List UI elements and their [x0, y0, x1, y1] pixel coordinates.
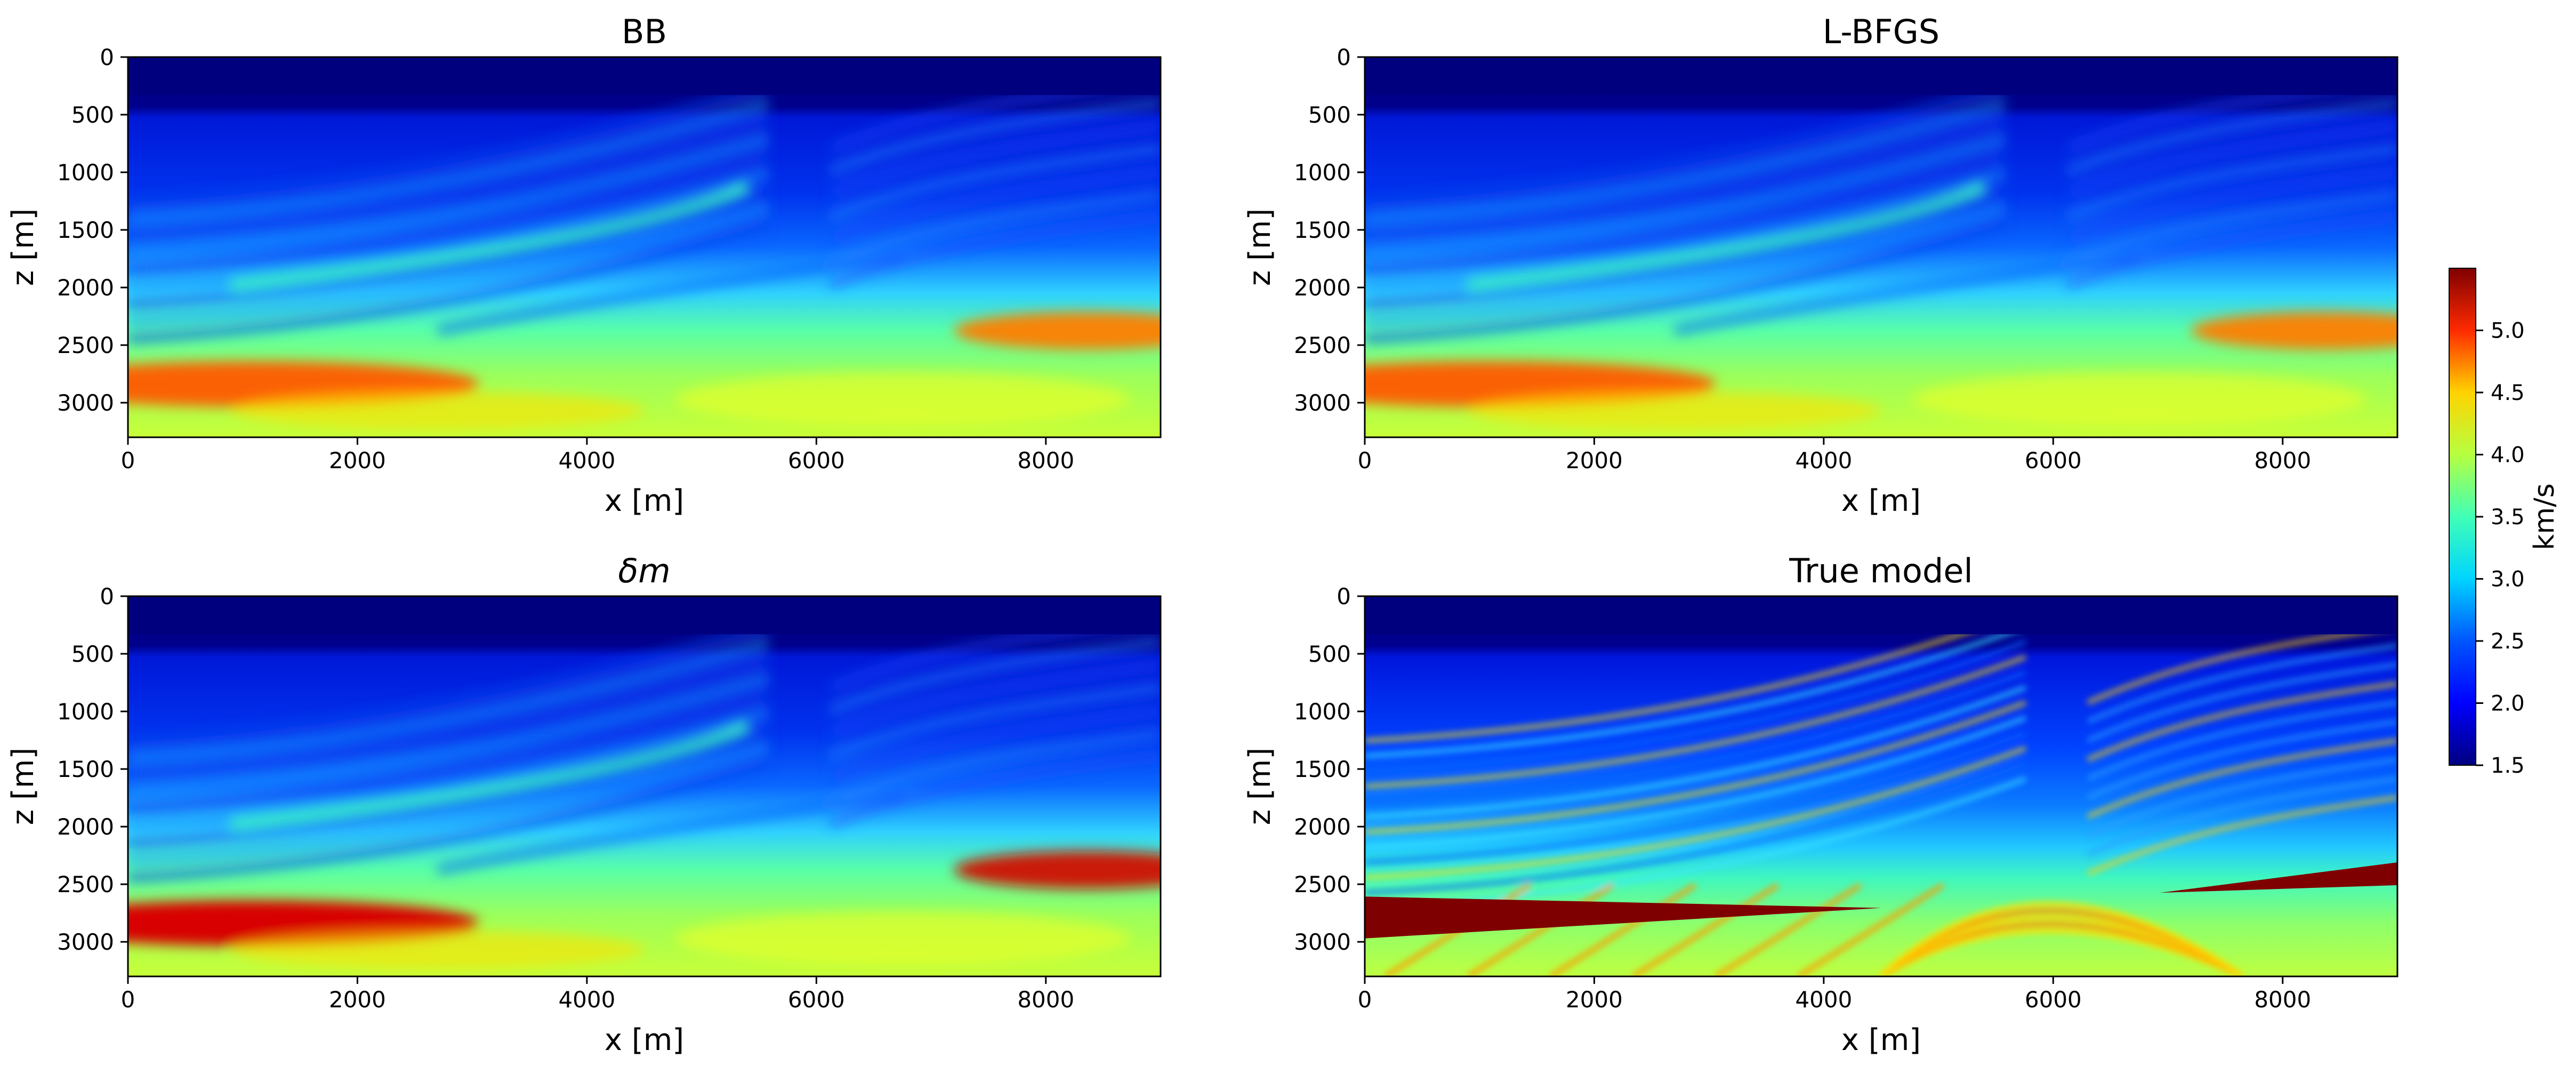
colorbar-tick-label: 1.5	[2491, 754, 2525, 778]
heatmap-image	[128, 596, 1161, 976]
panel-2: L-BFGS 0 2000 4000 6000 8000 0 500 1000 1500 2000 2…	[1243, 12, 2398, 518]
colorbar-tick-label: 2.0	[2491, 692, 2525, 716]
colorbar: 1.5 2.0 2.5 3.0 3.5 4.0 4.5 5.0 km/s	[2449, 268, 2561, 778]
heatmap-image	[1365, 596, 2397, 976]
y-tick-label: 3000	[57, 929, 114, 955]
x-tick-label: 4000	[558, 447, 615, 474]
x-tick-label: 8000	[1017, 987, 1074, 1013]
x-tick-label: 4000	[1795, 447, 1852, 474]
x-tick-label: 2000	[1566, 987, 1623, 1013]
y-tick-label: 2500	[1294, 332, 1351, 358]
colorbar-gradient	[2449, 268, 2476, 766]
y-tick-label: 0	[1337, 583, 1351, 610]
y-axis-label: z [m]	[1243, 209, 1277, 286]
y-tick-label: 1000	[57, 159, 114, 186]
y-axis-label: z [m]	[6, 209, 41, 286]
y-tick-label: 3000	[1294, 929, 1351, 955]
colorbar-tick-label: 2.5	[2491, 629, 2525, 654]
y-axis-label: z [m]	[1243, 748, 1277, 825]
colorbar-tick-label: 4.0	[2491, 443, 2525, 468]
x-tick-label: 0	[121, 987, 135, 1013]
x-tick-label: 0	[121, 447, 135, 474]
x-tick-label: 2000	[329, 987, 386, 1013]
x-axis-label: x [m]	[1841, 484, 1921, 518]
y-tick-label: 500	[71, 641, 114, 667]
x-tick-label: 8000	[1017, 447, 1074, 474]
colorbar-label: km/s	[2529, 483, 2561, 550]
heatmap-image	[128, 57, 1161, 437]
x-tick-label: 4000	[1795, 987, 1852, 1013]
x-tick-label: 6000	[2025, 987, 2082, 1013]
x-tick-label: 2000	[1566, 447, 1623, 474]
y-tick-label: 2000	[57, 814, 114, 840]
x-tick-label: 2000	[329, 447, 386, 474]
colorbar-tick-label: 3.5	[2491, 505, 2525, 530]
heatmap-image	[1365, 57, 2397, 437]
y-tick-label: 500	[1308, 102, 1351, 128]
y-tick-label: 1000	[1294, 159, 1351, 186]
x-tick-label: 8000	[2254, 987, 2311, 1013]
panel-title: L-BFGS	[1823, 12, 1939, 51]
x-axis-label: x [m]	[605, 484, 684, 518]
x-tick-label: 0	[1358, 447, 1372, 474]
colorbar-tick-label: 5.0	[2491, 319, 2525, 343]
axes-frame	[1364, 595, 2398, 977]
y-tick-label: 3000	[1294, 390, 1351, 416]
y-tick-label: 1500	[57, 756, 114, 782]
panel-title: δm	[618, 551, 670, 590]
y-tick-label: 3000	[57, 390, 114, 416]
axes-frame	[127, 56, 1162, 438]
y-tick-label: 1000	[1294, 699, 1351, 725]
y-tick-label: 2000	[1294, 275, 1351, 301]
y-tick-label: 2500	[57, 332, 114, 358]
y-tick-label: 2500	[1294, 871, 1351, 897]
y-tick-label: 2000	[1294, 814, 1351, 840]
y-tick-label: 1500	[1294, 217, 1351, 243]
axes-frame	[127, 595, 1162, 977]
y-tick-label: 500	[71, 102, 114, 128]
x-tick-label: 0	[1358, 987, 1372, 1013]
x-tick-label: 6000	[788, 447, 845, 474]
panel-1: BB 0 2000 4000 6000 8000 0 500 1000 1500 2000 2500 3…	[6, 12, 1162, 518]
x-axis-label: x [m]	[1841, 1023, 1921, 1057]
y-tick-label: 1500	[1294, 756, 1351, 782]
y-tick-label: 1500	[57, 217, 114, 243]
colorbar-tick-label: 3.0	[2491, 567, 2525, 592]
y-tick-label: 0	[1337, 44, 1351, 70]
y-tick-label: 2500	[57, 871, 114, 897]
y-tick-label: 1000	[57, 699, 114, 725]
axes-frame	[1364, 56, 2398, 438]
x-tick-label: 4000	[558, 987, 615, 1013]
y-tick-label: 500	[1308, 641, 1351, 667]
panel-3: δm 0 2000 4000 6000 8000 0 500 1000 1500 2000 2500 3…	[6, 551, 1162, 1057]
panel-4: True model 0 2000 4000 6000 8000 0 500 1000 1500 2…	[1243, 551, 2398, 1057]
y-tick-label: 0	[100, 583, 114, 610]
colorbar-tick-label: 4.5	[2491, 381, 2525, 405]
x-tick-label: 8000	[2254, 447, 2311, 474]
y-tick-label: 0	[100, 44, 114, 70]
x-tick-label: 6000	[2025, 447, 2082, 474]
panel-title: True model	[1789, 551, 1973, 590]
y-tick-label: 2000	[57, 275, 114, 301]
x-tick-label: 6000	[788, 987, 845, 1013]
panel-title: BB	[622, 12, 667, 51]
y-axis-label: z [m]	[6, 748, 41, 825]
x-axis-label: x [m]	[605, 1023, 684, 1057]
